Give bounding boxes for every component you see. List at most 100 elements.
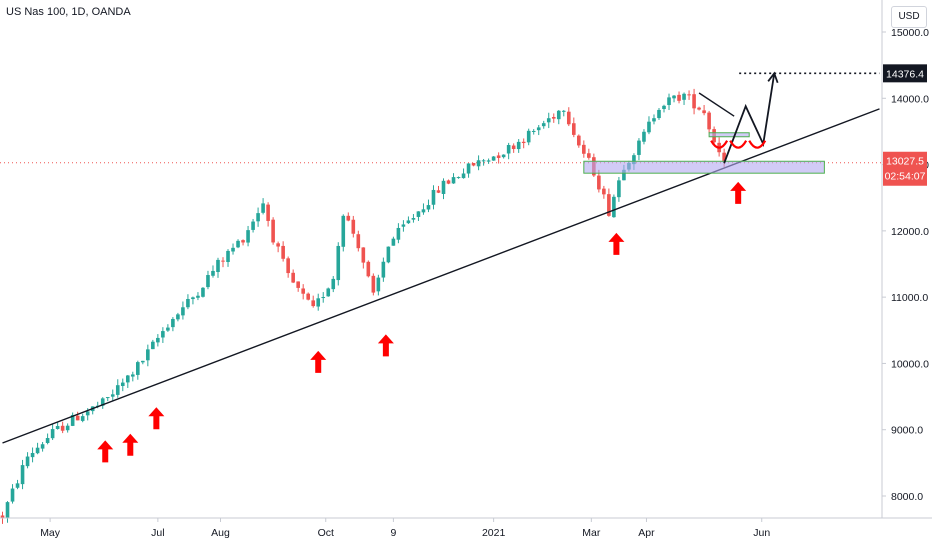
- candle-body: [436, 190, 441, 193]
- candle-body: [141, 360, 145, 363]
- candle-body: [226, 250, 230, 263]
- x-tick-label: Aug: [211, 527, 230, 539]
- candle-body: [526, 130, 531, 143]
- candle-body: [677, 94, 681, 101]
- x-tick-label: 9: [390, 527, 396, 539]
- candle-body: [281, 245, 285, 259]
- candle-body: [476, 160, 481, 167]
- y-tick-label: 8000.0: [891, 491, 923, 503]
- candle-body: [306, 293, 311, 300]
- candle-body: [261, 203, 265, 213]
- candle-body: [181, 307, 185, 316]
- candle-body: [196, 295, 200, 298]
- x-tick-label: 2021: [482, 527, 506, 539]
- red-up-arrow: [377, 334, 394, 357]
- candle-body: [456, 177, 461, 179]
- candle-body: [597, 175, 601, 190]
- candle-body: [331, 278, 336, 290]
- candle-body: [521, 141, 526, 144]
- candle-body: [266, 204, 270, 221]
- x-tick-label: Apr: [638, 527, 655, 539]
- candle-body: [481, 160, 486, 162]
- candle-body: [161, 331, 165, 338]
- candle-body: [136, 362, 140, 375]
- projection-path: [723, 73, 776, 164]
- candle-body: [466, 163, 471, 174]
- candle-body: [421, 209, 426, 213]
- x-tick-label: May: [40, 527, 61, 539]
- candle-body: [85, 411, 90, 416]
- red-up-arrow: [122, 433, 139, 456]
- candle-body: [431, 189, 436, 205]
- candle-body: [426, 205, 431, 210]
- candle-body: [125, 375, 130, 383]
- candle-body: [221, 260, 225, 262]
- candle-body: [316, 298, 321, 307]
- candle-body: [662, 105, 666, 110]
- target-price-label: 14376.4: [886, 68, 924, 80]
- candle-body: [40, 444, 45, 449]
- candle-body: [722, 152, 726, 162]
- candle-body: [506, 144, 511, 154]
- target-price-badge: [883, 64, 927, 83]
- candle-body: [346, 215, 351, 221]
- candle-body: [571, 123, 576, 135]
- candle-body: [191, 297, 195, 300]
- currency-button[interactable]: USD: [891, 6, 927, 28]
- candle-body: [582, 144, 586, 154]
- candle-body: [35, 447, 40, 454]
- candle-body: [231, 247, 235, 252]
- candle-body: [211, 270, 215, 276]
- candle-body: [501, 154, 506, 158]
- candle-body: [386, 246, 391, 263]
- candle-body: [441, 180, 446, 194]
- candle-body: [55, 426, 60, 429]
- candle-body: [396, 227, 401, 240]
- candle-body: [551, 116, 556, 119]
- candle-body: [80, 416, 85, 421]
- candle-body: [241, 240, 245, 243]
- candle-body: [561, 110, 566, 112]
- candle-body: [531, 130, 536, 132]
- candle-body: [446, 180, 451, 184]
- candle-body: [657, 109, 661, 119]
- candle-body: [0, 515, 5, 518]
- candle-body: [276, 243, 280, 247]
- x-tick-label: Mar: [582, 527, 601, 539]
- candle-body: [216, 259, 220, 273]
- red-up-arrow: [730, 181, 747, 204]
- candle-body: [286, 258, 290, 274]
- candle-body: [30, 452, 35, 458]
- candle-body: [587, 153, 591, 158]
- candle-body: [246, 230, 250, 243]
- candle-body: [451, 177, 456, 184]
- candle-body: [291, 272, 295, 283]
- y-tick-label: 15000.0: [891, 27, 929, 39]
- candle-body: [652, 118, 656, 122]
- candle-body: [496, 155, 501, 158]
- candle-body: [110, 394, 115, 397]
- support-zone: [583, 160, 825, 174]
- candle-body: [206, 275, 210, 288]
- candle-body: [20, 465, 25, 485]
- candle-body: [416, 211, 421, 217]
- candle-body: [376, 277, 381, 292]
- candle-body: [341, 215, 346, 247]
- candle-body: [647, 121, 651, 133]
- candle-body: [236, 240, 240, 248]
- candle-body: [156, 337, 160, 343]
- symbol-title: US Nas 100, 1D, OANDA: [6, 6, 131, 18]
- candle-body: [171, 318, 175, 328]
- candle-body: [607, 194, 611, 216]
- candle-body: [617, 180, 621, 198]
- candle-body: [602, 188, 606, 195]
- trendline: [698, 92, 735, 117]
- y-tick-label: 14000.0: [891, 93, 929, 105]
- red-arc-marker: [748, 140, 767, 149]
- candle-body: [682, 93, 686, 100]
- candle-body: [692, 94, 696, 109]
- candle-body: [301, 288, 305, 294]
- candle-body: [25, 456, 30, 467]
- candle-body: [356, 234, 361, 249]
